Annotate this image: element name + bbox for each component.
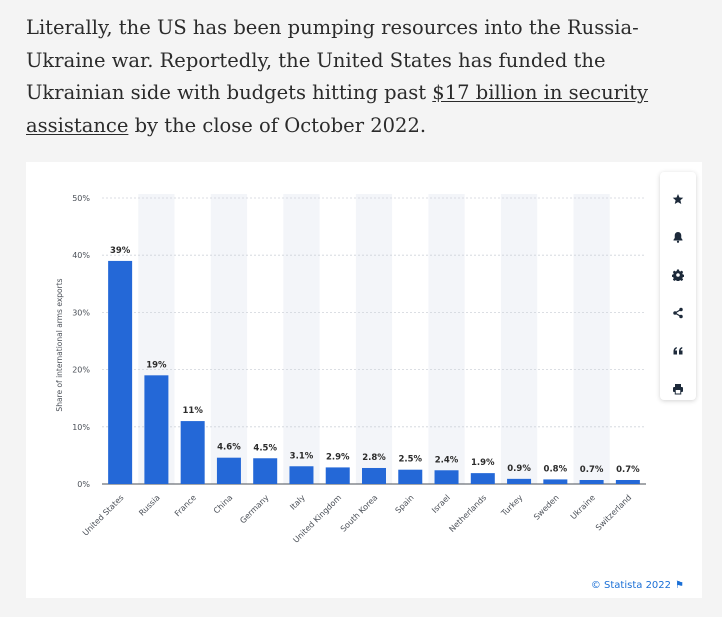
data-label: 3.1% — [290, 451, 314, 461]
x-tick-label: Spain — [394, 493, 416, 515]
column-band — [283, 194, 320, 484]
article-paragraph: Literally, the US has been pumping resou… — [26, 12, 706, 142]
share-icon — [673, 307, 683, 319]
print-button[interactable] — [660, 370, 696, 408]
chart-card: 0% 10% 20% 30% 40% 50% Share of international … — [26, 162, 702, 598]
bar — [362, 467, 386, 484]
data-label: 2.4% — [435, 455, 459, 465]
bar — [470, 473, 495, 484]
x-tick-label: Israel — [430, 493, 452, 515]
y-axis-label: Share of international arms exports — [55, 278, 64, 411]
y-tick-label: 10% — [72, 423, 90, 432]
chart-toolbar — [660, 172, 696, 400]
cite-button[interactable] — [660, 332, 696, 370]
bar — [507, 478, 532, 484]
x-tick-label: South Korea — [339, 493, 380, 534]
y-tick-label: 30% — [72, 308, 90, 317]
y-tick-label: 40% — [72, 251, 90, 260]
x-tick-label: United States — [81, 493, 126, 538]
credit-text: © Statista 2022 — [590, 580, 672, 591]
x-tick-label: Switzerland — [594, 493, 633, 532]
favorite-button[interactable] — [660, 180, 696, 218]
share-button[interactable] — [660, 294, 696, 332]
data-label: 0.7% — [616, 465, 640, 475]
bar — [434, 470, 459, 484]
bar — [325, 467, 350, 484]
column-band — [500, 194, 538, 484]
x-tick-label: Netherlands — [447, 493, 488, 534]
gear-icon — [672, 269, 684, 281]
data-label: 2.5% — [398, 455, 422, 465]
data-label: 0.8% — [544, 464, 568, 474]
quote-icon — [673, 347, 683, 355]
y-tick-label: 50% — [72, 194, 90, 203]
article-text-before: Literally, the US has been pumping resou… — [26, 16, 639, 104]
bar — [289, 466, 314, 484]
data-label: 0.9% — [507, 464, 531, 474]
y-tick-label: 20% — [72, 366, 90, 375]
print-icon — [673, 384, 683, 395]
y-tick-label: 0% — [77, 480, 90, 489]
bar-chart: 0% 10% 20% 30% 40% 50% Share of international … — [55, 194, 646, 545]
bar — [579, 479, 604, 484]
article-text-after: by the close of October 2022. — [128, 113, 427, 137]
statista-credit[interactable]: © Statista 2022 ⚑ — [591, 580, 684, 591]
x-tick-label: Italy — [288, 493, 307, 512]
bar — [615, 479, 640, 484]
x-tick-label: Turkey — [499, 493, 525, 519]
x-tick-label: France — [173, 493, 198, 518]
bar — [543, 479, 568, 484]
data-label: 11% — [182, 406, 203, 416]
column-band — [355, 194, 393, 484]
data-label: 4.5% — [253, 443, 277, 453]
x-tick-label: Ukraine — [569, 493, 597, 521]
bar — [398, 469, 423, 484]
column-band — [428, 194, 465, 484]
bar — [216, 457, 241, 484]
data-label: 4.6% — [217, 443, 241, 453]
data-label: 2.9% — [326, 452, 350, 462]
bar — [253, 458, 278, 484]
security-assistance-link[interactable]: $17 billion in security assistance — [26, 81, 649, 137]
flag-icon: ⚑ — [675, 580, 684, 591]
bar — [144, 375, 169, 484]
x-tick-label: Sweden — [532, 493, 561, 522]
notification-button[interactable] — [660, 218, 696, 256]
x-tick-label: Germany — [238, 493, 271, 526]
data-label: 0.7% — [580, 465, 604, 475]
data-label: 19% — [146, 360, 167, 370]
star-icon — [672, 194, 684, 204]
column-band — [573, 194, 610, 484]
settings-button[interactable] — [660, 256, 696, 294]
bar — [180, 421, 205, 484]
data-label: 1.9% — [471, 458, 495, 468]
bar — [108, 260, 133, 484]
x-tick-label: Russia — [137, 493, 162, 518]
data-label: 39% — [110, 246, 131, 256]
x-tick-label: China — [212, 493, 235, 516]
column-band — [210, 194, 248, 484]
bell-icon — [673, 232, 683, 243]
data-label: 2.8% — [362, 453, 386, 463]
